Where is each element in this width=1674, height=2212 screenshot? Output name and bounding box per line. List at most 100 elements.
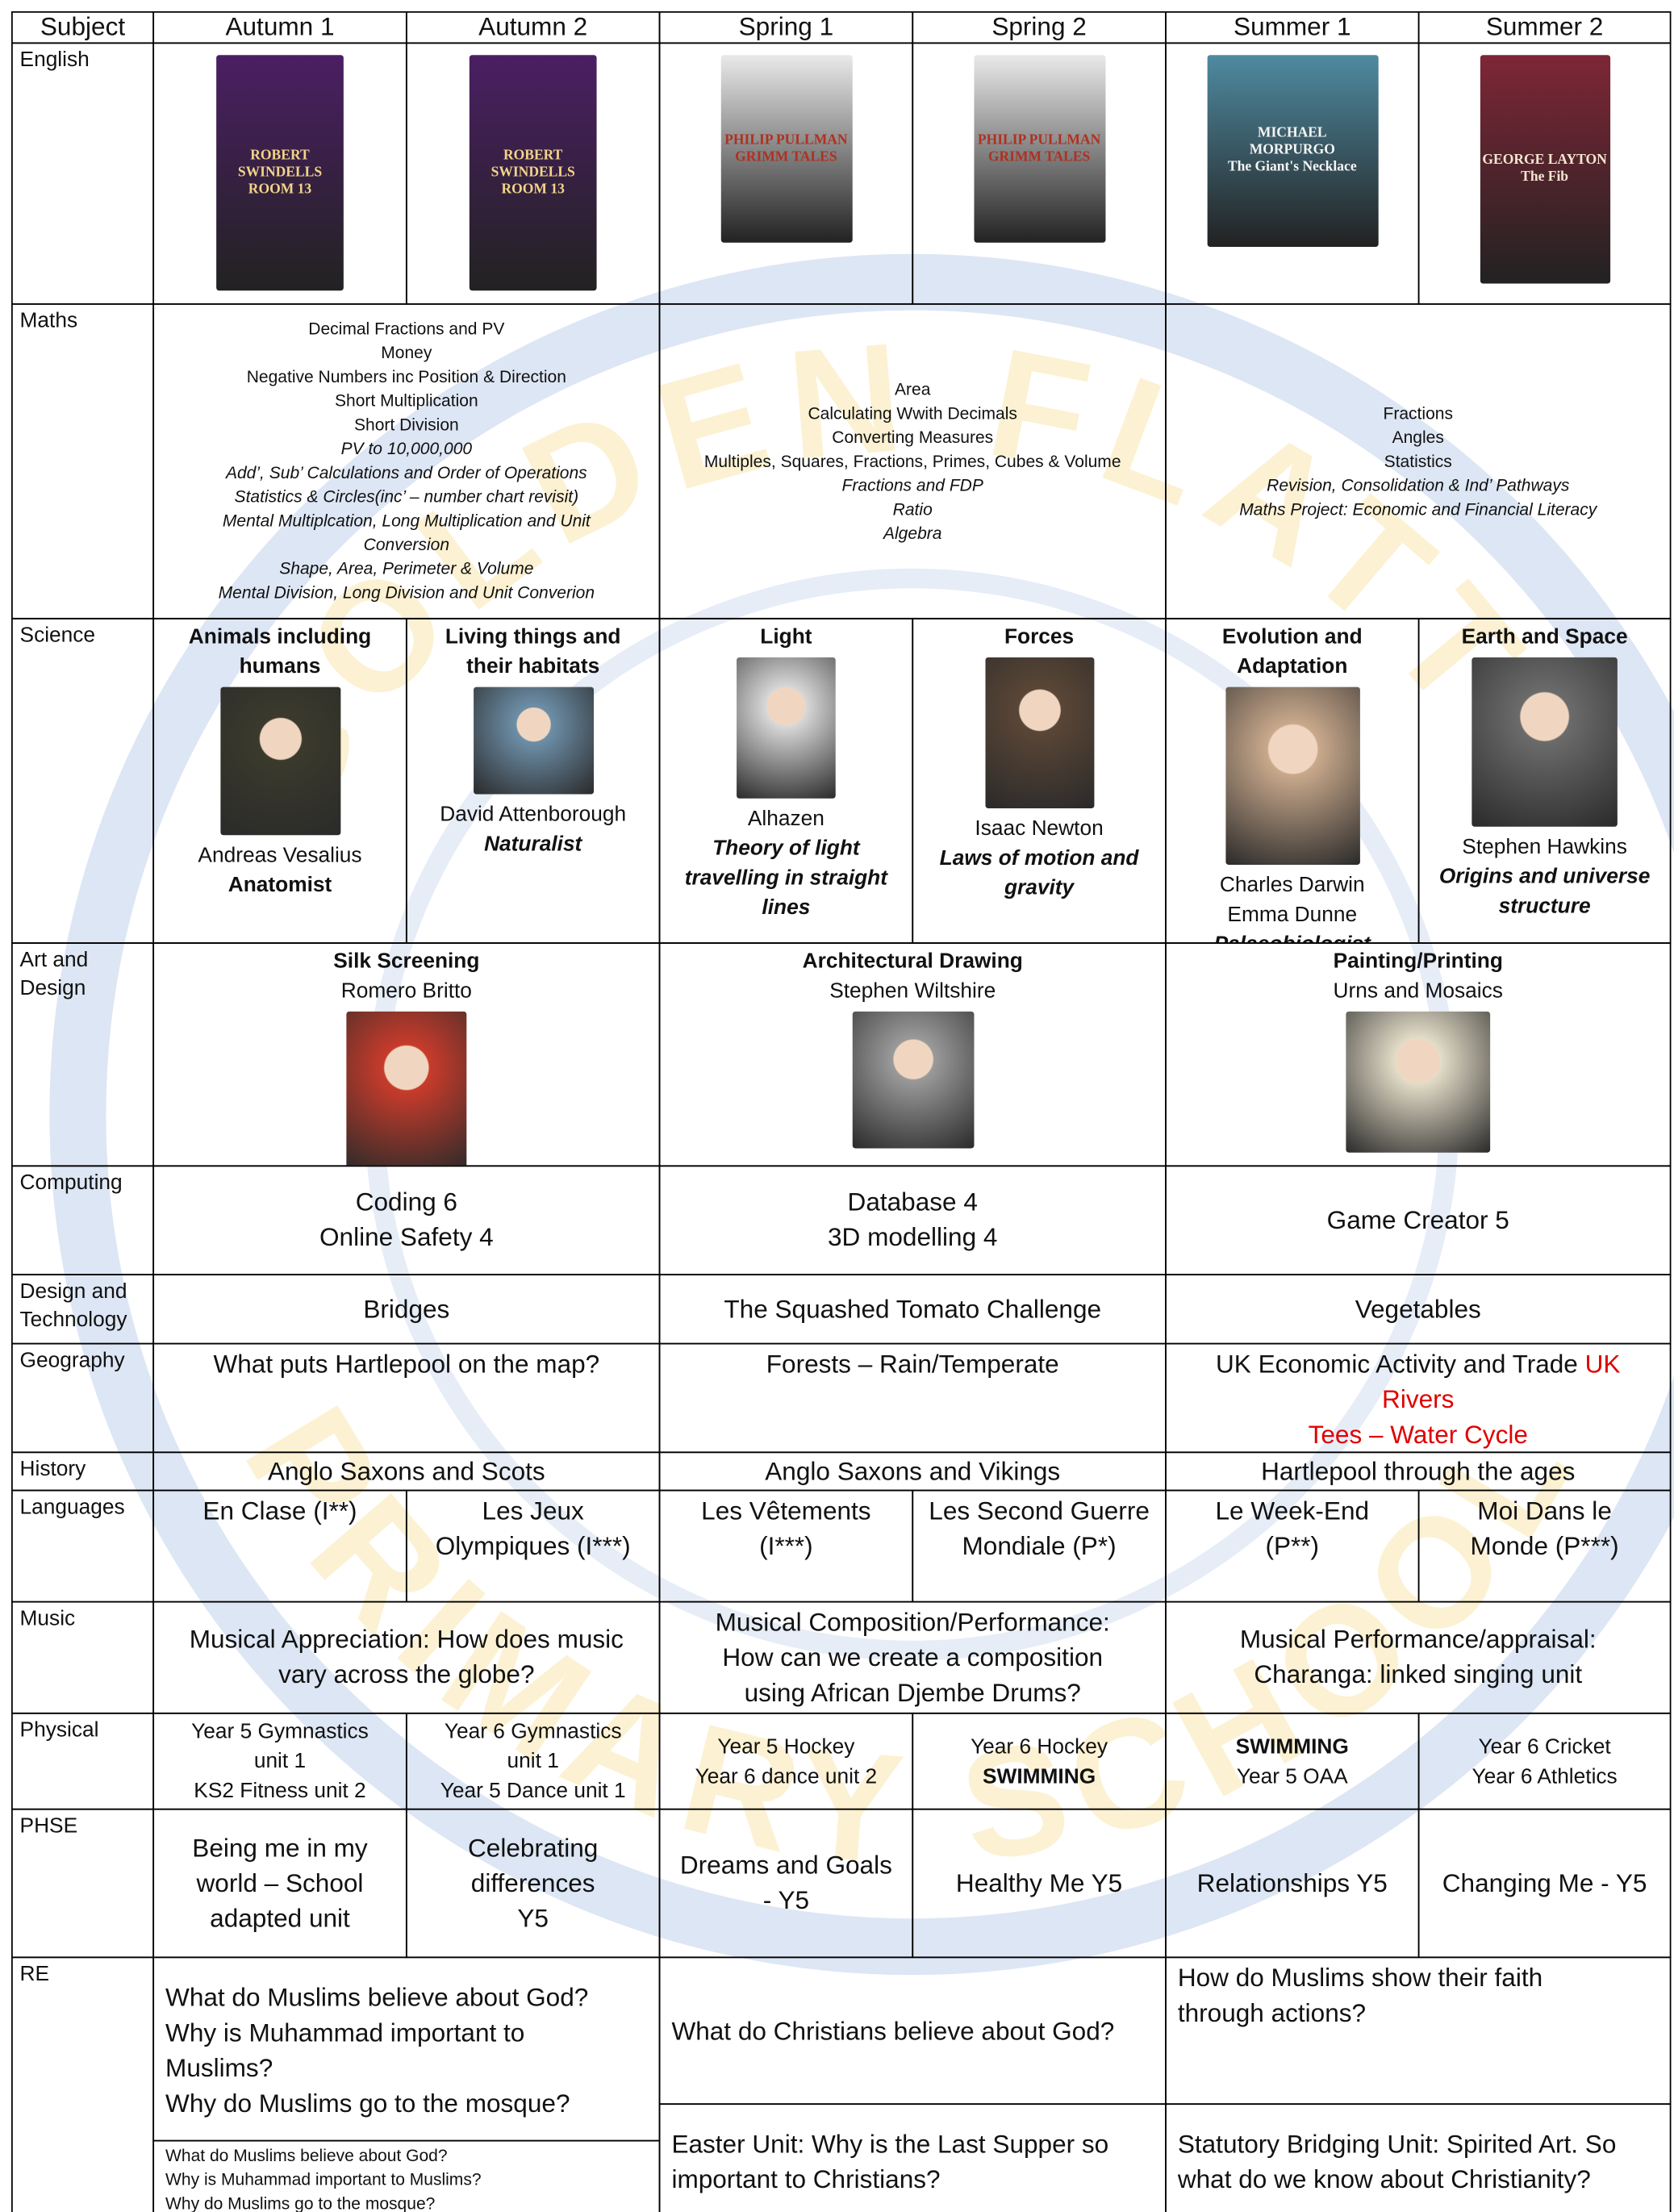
- timetable-cell: Musical Performance/appraisal: Charanga: …: [1165, 1601, 1672, 1714]
- text-line: Mental Multiplcation, Long Multiplicatio…: [222, 511, 591, 531]
- cover-title: ROBERT: [250, 147, 310, 163]
- subject-label: Music: [19, 1606, 76, 1631]
- header-cell: Autumn 1: [152, 10, 407, 44]
- text-line: What puts Hartlepool on the map?: [213, 1350, 600, 1379]
- text-line: Fractions: [1383, 403, 1453, 423]
- timetable-cell: SWIMMING Year 5 OAA: [1165, 1712, 1420, 1810]
- cover-title: PHILIP PULLMAN: [977, 131, 1101, 148]
- timetable-cell: ROBERT SWINDELLS ROOM 13: [405, 42, 661, 305]
- text-line: Mondiale (P*): [962, 1532, 1117, 1561]
- text-line: Naturalist: [484, 832, 582, 857]
- text-line: Vegetables: [1355, 1294, 1481, 1323]
- subject-cell: Languages: [11, 1489, 155, 1603]
- subject-cell: PHSE: [11, 1808, 155, 1959]
- text-line: Y5: [517, 1903, 549, 1932]
- timetable-cell: What puts Hartlepool on the map?: [152, 1342, 661, 1454]
- text-line: Charanga: linked singing unit: [1254, 1660, 1583, 1689]
- text-line: Fractions and FDP: [841, 474, 983, 495]
- timetable-cell: Year 5 Gymnastics unit 1 KS2 Fitness unit …: [152, 1712, 407, 1810]
- subject-label: Maths: [19, 308, 78, 333]
- header-label: Spring 1: [738, 12, 834, 41]
- text-line: important to Christians?: [671, 2165, 941, 2194]
- text-line: Origins and universe: [1438, 864, 1651, 889]
- re-cell: What do Muslims believe about God? Why is…: [152, 1956, 661, 2142]
- text-line: SWIMMING: [982, 1763, 1096, 1788]
- cover-title: SWINDELLS: [491, 164, 575, 180]
- timetable-cell: UK Economic Activity and Trade UK Rivers T…: [1165, 1342, 1672, 1454]
- text-line: world – School: [196, 1868, 364, 1897]
- text-line: Year 5 OAA: [1236, 1763, 1348, 1788]
- text-line: Musical Appreciation: How does music: [189, 1625, 624, 1654]
- text-line: unit 1: [507, 1749, 559, 1774]
- timetable-cell: Game Creator 5: [1165, 1165, 1672, 1275]
- text-line: Les Jeux: [482, 1496, 584, 1525]
- text-line: Hartlepool through the ages: [1261, 1456, 1576, 1485]
- re-cell: Statutory Bridging Unit: Spirited Art. S…: [1165, 2103, 1672, 2212]
- timetable-cell: Earth and Space Stephen Hawkins Origins an…: [1417, 617, 1672, 944]
- text-line: Database 4: [847, 1187, 978, 1217]
- text-line: vary across the globe?: [278, 1660, 535, 1689]
- text-line: Anglo Saxons and Scots: [267, 1456, 545, 1485]
- timetable-cell: Year 6 Hockey SWIMMING: [912, 1712, 1167, 1810]
- text-line: Charles Darwin: [1219, 873, 1365, 898]
- text-line: travelling in straight: [684, 866, 887, 891]
- text-line: Year 6 Athletics: [1472, 1763, 1618, 1788]
- text-line: Adaptation: [1237, 654, 1348, 679]
- text-line: Living things and: [445, 624, 621, 649]
- portrait-image: [851, 1011, 974, 1149]
- re-cell: What do Christians believe about God?: [658, 1956, 1167, 2106]
- text-line: adapted unit: [210, 1903, 350, 1932]
- header-label: Summer 2: [1485, 12, 1604, 41]
- portrait-image: [473, 687, 594, 795]
- timetable-cell: Celebrating differences Y5: [405, 1808, 661, 1959]
- timetable-cell: Healthy Me Y5: [912, 1808, 1167, 1959]
- header-cell: Spring 2: [912, 10, 1167, 44]
- subject-cell: Physical: [11, 1712, 155, 1810]
- subject-cell: English: [11, 42, 155, 305]
- text-line: Being me in my: [192, 1833, 368, 1862]
- text-line: Year 6 Hockey: [971, 1734, 1108, 1759]
- header-label: Autumn 1: [225, 12, 335, 41]
- text-line: Why is Muhammad important to: [165, 2018, 525, 2047]
- re-cell: What do Muslims believe about God? Why is…: [152, 2139, 661, 2212]
- text-line: Anglo Saxons and Vikings: [765, 1456, 1061, 1485]
- timetable-cell: Decimal Fractions and PV Money Negative Nu…: [152, 303, 661, 620]
- text-line: What do Muslims believe about God?: [165, 1982, 589, 2011]
- text-line: Theory of light: [712, 836, 860, 861]
- text-line: Short Multiplication: [334, 390, 478, 411]
- text-line: what do we know about Christianity?: [1177, 2165, 1591, 2194]
- subject-label: English: [19, 48, 90, 73]
- text-line: Olympiques (I***): [435, 1532, 631, 1561]
- header-cell: Spring 1: [658, 10, 914, 44]
- subject-label: Design and Technology: [19, 1279, 127, 1332]
- header-label: Spring 2: [991, 12, 1087, 41]
- subject-cell: Design and Technology: [11, 1274, 155, 1345]
- text-line: Decimal Fractions and PV: [308, 319, 505, 339]
- timetable-cell: GEORGE LAYTON The Fib: [1417, 42, 1672, 305]
- timetable-cell: PHILIP PULLMAN GRIMM TALES: [912, 42, 1167, 305]
- timetable-cell: Silk Screening Romero Britto: [152, 942, 661, 1167]
- header-cell: Subject: [11, 10, 155, 44]
- timetable-cell: Musical Composition/Performance: How can …: [658, 1601, 1167, 1714]
- timetable-cell: ROBERT SWINDELLS ROOM 13: [152, 42, 407, 305]
- text-line: Year 6 Gymnastics: [444, 1719, 622, 1744]
- timetable-cell: Database 4 3D modelling 4: [658, 1165, 1167, 1275]
- timetable-cell: Evolution and Adaptation Charles Darwin Emm…: [1165, 617, 1420, 944]
- timetable-cell: Les Jeux Olympiques (I***): [405, 1489, 661, 1603]
- subject-label: RE: [19, 1962, 50, 1987]
- cover-title: ROOM 13: [248, 181, 312, 197]
- text-line: Anatomist: [228, 873, 332, 898]
- cover-title: MICHAEL: [1257, 125, 1327, 141]
- cover-title: The Giant's Necklace: [1227, 159, 1357, 175]
- subject-label: History: [19, 1457, 86, 1482]
- text-line: How can we create a composition: [722, 1642, 1104, 1672]
- subject-cell: RE: [11, 1956, 155, 2212]
- timetable-cell: Animals including humans Andreas Vesalius A…: [152, 617, 407, 944]
- text-line: Shape, Area, Perimeter & Volume: [279, 558, 534, 578]
- timetable-cell: Fractions Angles Statistics Revision, Conso…: [1165, 303, 1672, 620]
- timetable-cell: Year 5 Hockey Year 6 dance unit 2: [658, 1712, 914, 1810]
- text-line: UK Economic Activity and Trade UK: [1216, 1347, 1620, 1383]
- timetable-cell: MICHAEL MORPURGO The Giant's Necklace: [1165, 42, 1420, 305]
- text-line: Mental Division, Long Division and Unit …: [218, 582, 595, 603]
- header-label: Summer 1: [1234, 12, 1351, 41]
